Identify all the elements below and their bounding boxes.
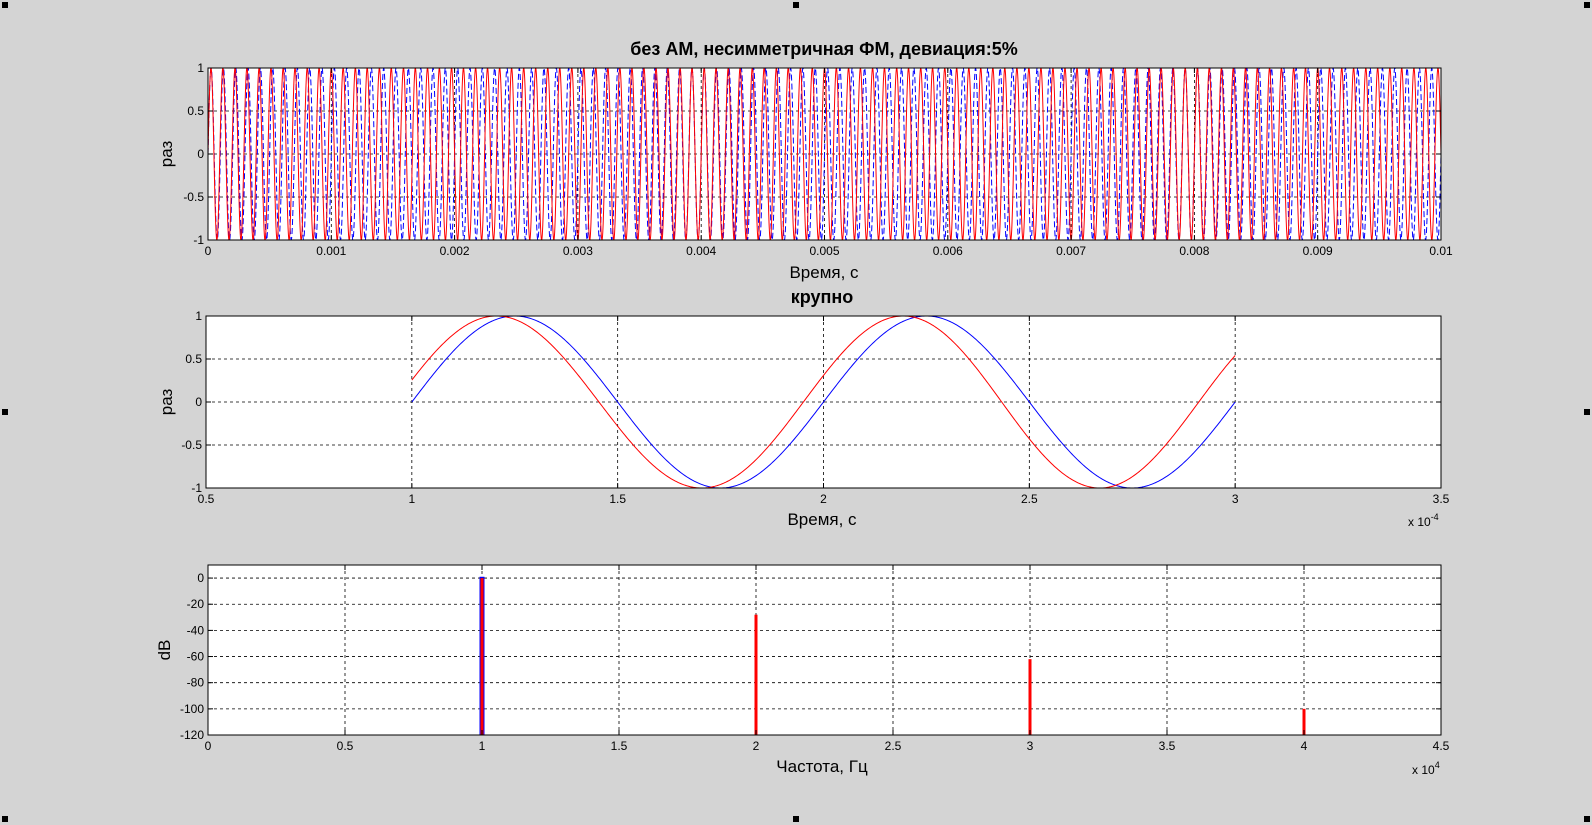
spectrum-line-red [754, 614, 758, 735]
x-tick-label: 2.5 [1021, 492, 1038, 506]
axes-3-grid [208, 565, 1441, 735]
y-tick-label: 0.5 [187, 104, 204, 118]
x-tick-label: 3 [1027, 739, 1034, 753]
axes-3-ticks: 0 0.5 1 1.5 2 2.5 3 3.5 4 4.5 0 -20 -40 -60 -80 -100 -12… [180, 565, 1450, 753]
y-tick-label: 0 [195, 395, 202, 409]
x-tick-label: 0 [205, 244, 212, 258]
x-tick-label: 3.5 [1433, 492, 1450, 506]
axes-3-background [208, 565, 1441, 735]
x-tick-label: 0.006 [933, 244, 963, 258]
handle-top-middle[interactable] [793, 2, 799, 8]
x-tick-label: 4 [1301, 739, 1308, 753]
x-tick-label: 0.003 [563, 244, 593, 258]
x-tick-label: 0 [205, 739, 212, 753]
axes-3-xlabel: Частота, Гц [776, 757, 868, 776]
y-tick-label: -60 [187, 650, 205, 664]
handle-top-right[interactable] [1584, 2, 1590, 8]
axes-3-multiplier: x 104 [1412, 760, 1440, 777]
y-tick-label: -1 [191, 481, 202, 495]
axes-1-title: без АМ, несимметричная ФМ, девиация:5% [630, 39, 1018, 59]
axes-3-frame [207, 564, 1442, 736]
axes-3-ylabel: dB [155, 640, 174, 661]
y-tick-label: 1 [195, 309, 202, 323]
handle-top-left[interactable] [2, 2, 8, 8]
y-tick-label: -1 [193, 233, 204, 247]
y-tick-label: -100 [180, 702, 204, 716]
x-tick-label: 0.01 [1429, 244, 1453, 258]
y-tick-label: -120 [180, 728, 204, 742]
axes-3[interactable]: 0 0.5 1 1.5 2 2.5 3 3.5 4 4.5 0 -20 -40 -60 -80 -100 -12… [155, 564, 1450, 777]
x-tick-label: 0.007 [1056, 244, 1086, 258]
x-tick-label: 0.5 [337, 739, 354, 753]
x-tick-label: 0.5 [198, 492, 215, 506]
x-tick-label: 4.5 [1433, 739, 1450, 753]
x-tick-label: 2 [753, 739, 760, 753]
y-tick-label: 0.5 [185, 352, 202, 366]
x-tick-label: 1 [408, 492, 415, 506]
x-tick-label: 1.5 [609, 492, 626, 506]
axes-2-ylabel: раз [157, 389, 176, 416]
series-line-blue [411, 316, 1236, 488]
handle-middle-right[interactable] [1584, 409, 1590, 415]
y-tick-label: -0.5 [181, 438, 202, 452]
handle-bottom-right[interactable] [1584, 816, 1590, 822]
y-tick-label: 0 [197, 571, 204, 585]
x-tick-label: 0.008 [1179, 244, 1209, 258]
spectrum-line-red [1302, 708, 1306, 735]
x-tick-label: 2 [820, 492, 827, 506]
x-tick-label: 1.5 [611, 739, 628, 753]
handle-middle-left[interactable] [2, 409, 8, 415]
y-tick-label: -20 [187, 597, 205, 611]
spectrum-line-red [1028, 659, 1032, 735]
x-tick-label: 0.009 [1303, 244, 1333, 258]
y-tick-label: -80 [187, 676, 205, 690]
axes-3-plot [479, 576, 1306, 735]
axes-2[interactable]: 0.5 1 1.5 2 2.5 3 3.5 -1 -0.5 0 0.5 1 крупно Время,… [157, 287, 1450, 529]
axes-2-ticks: 0.5 1 1.5 2 2.5 3 3.5 -1 -0.5 0 0.5 1 [181, 309, 1449, 506]
axes-2-xlabel: Время, с [787, 510, 857, 529]
series-line-blue [208, 68, 1441, 240]
axes-2-title: крупно [791, 287, 854, 307]
axes-1-xlabel: Время, с [789, 263, 859, 282]
axes-1-plot [208, 68, 1441, 240]
spectrum-line-red [480, 578, 484, 735]
axes-1[interactable]: 0 0.001 0.002 0.003 0.004 0.005 0.006 0.007 0.00… [157, 39, 1453, 282]
x-tick-label: 2.5 [885, 739, 902, 753]
x-tick-label: 3 [1232, 492, 1239, 506]
y-tick-label: -40 [187, 623, 205, 637]
x-tick-label: 1 [479, 739, 486, 753]
x-tick-label: 3.5 [1159, 739, 1176, 753]
x-tick-label: 0.001 [316, 244, 346, 258]
x-tick-label: 0.005 [809, 244, 839, 258]
x-tick-label: 0.002 [440, 244, 470, 258]
handle-bottom-middle[interactable] [793, 816, 799, 822]
axes-2-multiplier: x 10-4 [1408, 512, 1439, 529]
y-tick-label: -0.5 [183, 190, 204, 204]
x-tick-label: 0.004 [686, 244, 716, 258]
y-tick-label: 0 [197, 147, 204, 161]
axes-1-ylabel: раз [157, 141, 176, 168]
y-tick-label: 1 [197, 61, 204, 75]
axes-1-ticks: 0 0.001 0.002 0.003 0.004 0.005 0.006 0.007 0.00… [183, 61, 1453, 258]
series-line-red [208, 68, 1441, 240]
handle-bottom-left[interactable] [2, 816, 8, 822]
